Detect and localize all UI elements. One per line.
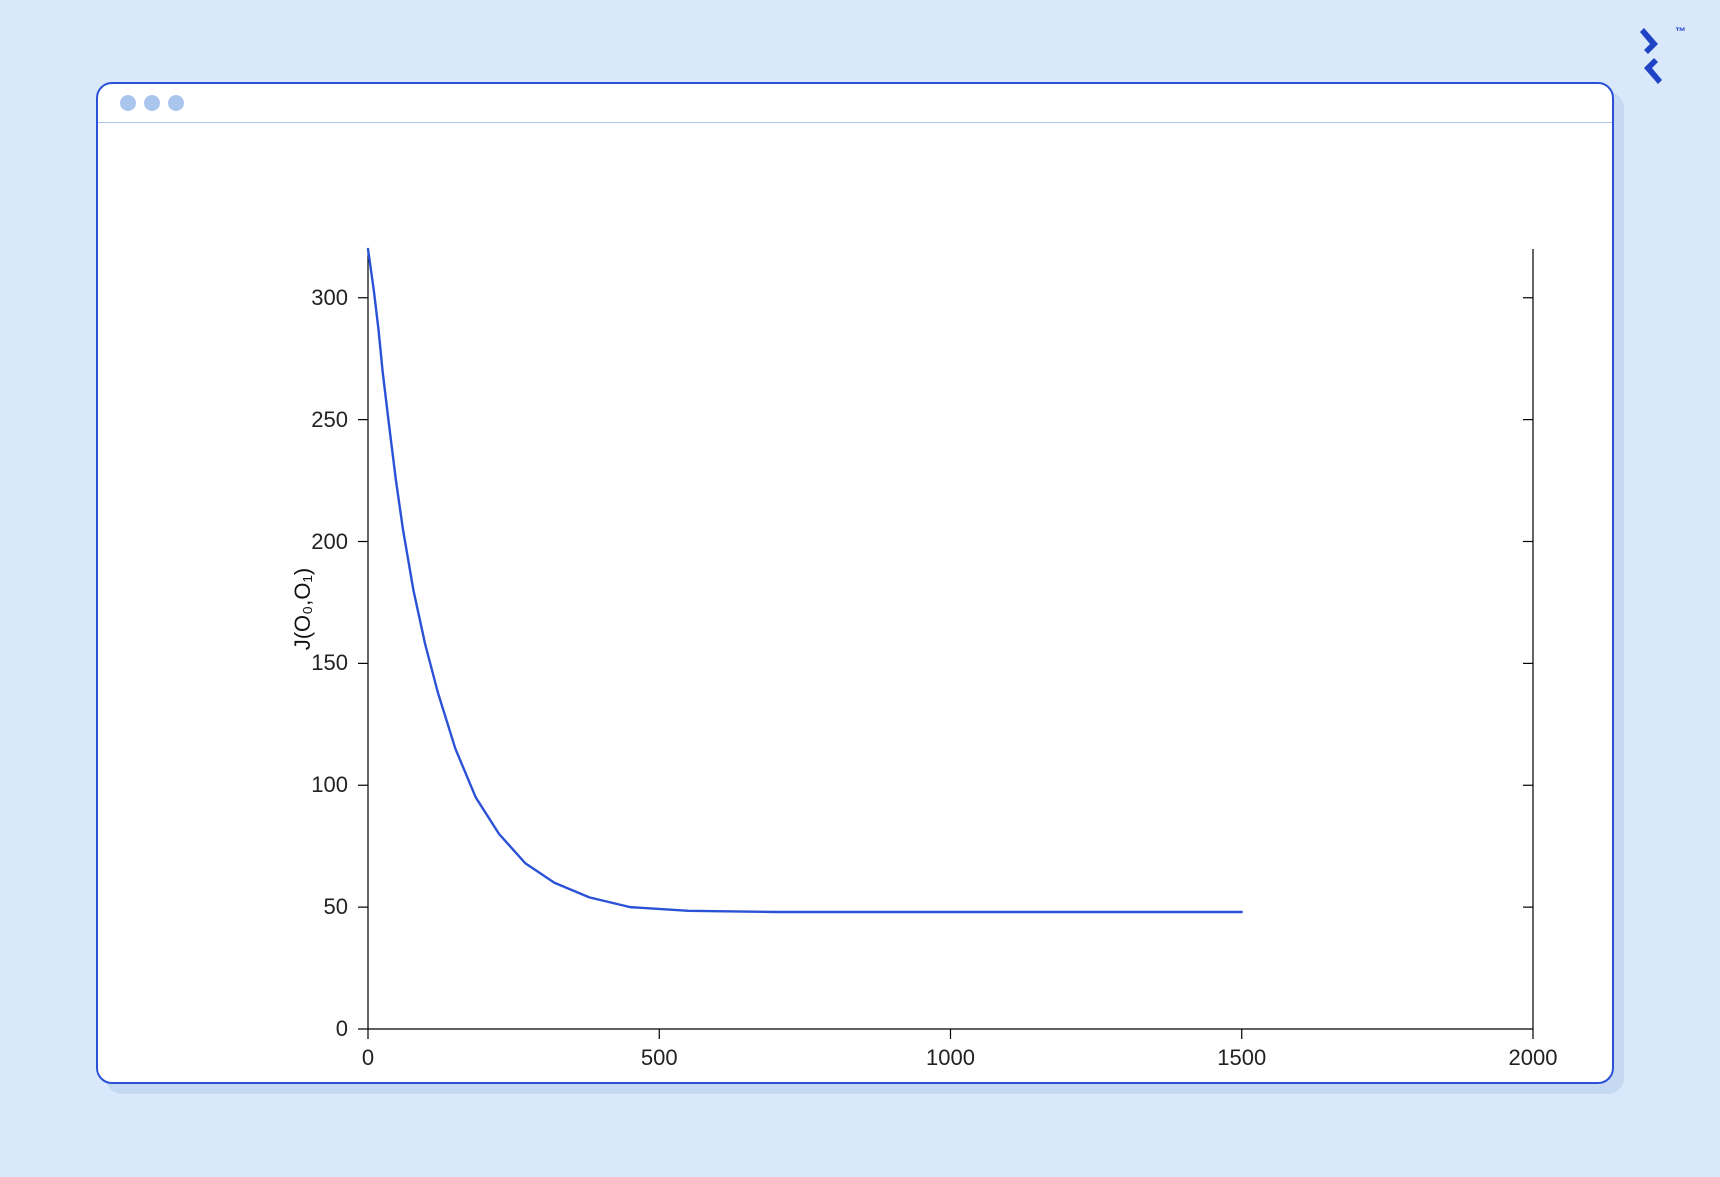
y-tick-label: 200	[311, 529, 348, 555]
y-tick-label: 300	[311, 285, 348, 311]
browser-window: Number of Iterations J(O₀,O₁) 0500100015…	[96, 82, 1614, 1084]
x-tick-label: 2000	[1509, 1045, 1558, 1071]
x-axis-label: Number of Iterations	[368, 1079, 1533, 1084]
x-tick-label: 500	[641, 1045, 678, 1071]
cost-vs-iterations-chart: Number of Iterations J(O₀,O₁) 0500100015…	[98, 84, 1614, 1084]
y-tick-label: 50	[324, 894, 348, 920]
x-tick-label: 0	[362, 1045, 374, 1071]
logo-tm-text: ™	[1675, 26, 1686, 38]
y-tick-label: 100	[311, 772, 348, 798]
y-tick-label: 0	[336, 1016, 348, 1042]
toptal-logo-icon: ™	[1630, 28, 1672, 89]
y-tick-label: 150	[311, 650, 348, 676]
x-tick-label: 1000	[926, 1045, 975, 1071]
x-tick-label: 1500	[1217, 1045, 1266, 1071]
y-tick-label: 250	[311, 407, 348, 433]
chart-svg	[98, 84, 1614, 1084]
